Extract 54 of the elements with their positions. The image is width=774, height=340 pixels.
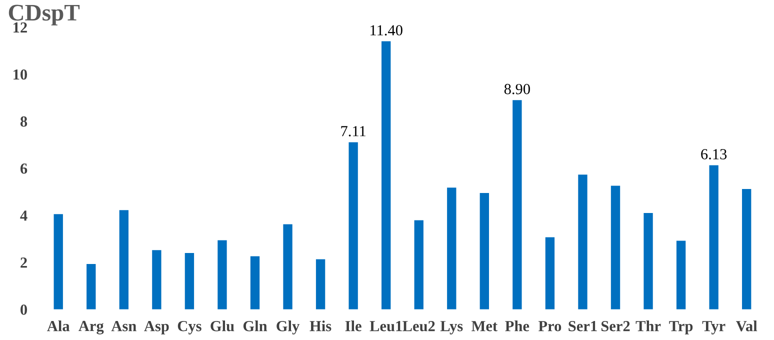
- y-tick-label: 2: [20, 258, 27, 268]
- x-tick-label: Ser1: [568, 320, 597, 332]
- y-tick-label: 0: [20, 304, 28, 315]
- x-tick-label: Gly: [276, 320, 300, 334]
- x-tick-label: Trp: [669, 321, 693, 334]
- bar: [316, 259, 326, 310]
- bar: [250, 256, 260, 310]
- x-tick-label: Ala: [47, 320, 70, 332]
- x-tick-label: His: [310, 320, 332, 332]
- bar: [545, 237, 555, 310]
- bar: [218, 240, 227, 310]
- y-tick-label: 8: [20, 116, 28, 127]
- bar: [742, 188, 752, 310]
- x-tick-label: Tyr: [702, 321, 726, 334]
- x-tick-label: Val: [736, 320, 758, 332]
- bar: [512, 100, 522, 310]
- bar: [414, 220, 424, 310]
- x-tick-label: Thr: [636, 320, 661, 332]
- y-tick-label: 6: [20, 163, 28, 174]
- bar: [119, 210, 128, 310]
- bar: [152, 250, 162, 310]
- x-tick-label: Leu1: [370, 321, 402, 332]
- x-tick-label: Gln: [243, 320, 268, 332]
- x-tick-label: Met: [472, 321, 498, 332]
- bar: [610, 186, 620, 310]
- bar: [709, 165, 718, 310]
- bar: [283, 224, 292, 310]
- data-label: 6.13: [701, 149, 727, 160]
- data-label: 8.90: [504, 84, 530, 94]
- bar: [184, 252, 194, 310]
- x-tick-label: Ile: [345, 320, 362, 332]
- x-tick-label: Leu2: [402, 320, 435, 332]
- x-tick-label: Cys: [178, 320, 202, 334]
- x-tick-label: Arg: [78, 320, 104, 334]
- x-tick-label: Asp: [144, 321, 169, 334]
- bar: [86, 264, 96, 310]
- bar: [447, 188, 456, 310]
- data-label: 7.11: [341, 126, 366, 136]
- bar: [480, 192, 489, 310]
- bar: [54, 214, 63, 310]
- bar: [676, 240, 686, 310]
- x-tick-label: Glu: [210, 320, 234, 332]
- x-tick-label: Pro: [538, 321, 562, 332]
- bar: [348, 142, 358, 310]
- x-tick-label: Asn: [111, 321, 136, 332]
- bar: [644, 212, 653, 310]
- x-tick-label: Phe: [505, 320, 530, 332]
- x-tick-label: Lys: [440, 321, 463, 334]
- data-label: 11.40: [370, 25, 402, 36]
- bar: [578, 174, 588, 310]
- bar: [382, 41, 391, 310]
- y-tick-label: 4: [20, 210, 28, 221]
- x-tick-label: Ser2: [601, 320, 630, 332]
- y-tick-label: 10: [14, 69, 28, 80]
